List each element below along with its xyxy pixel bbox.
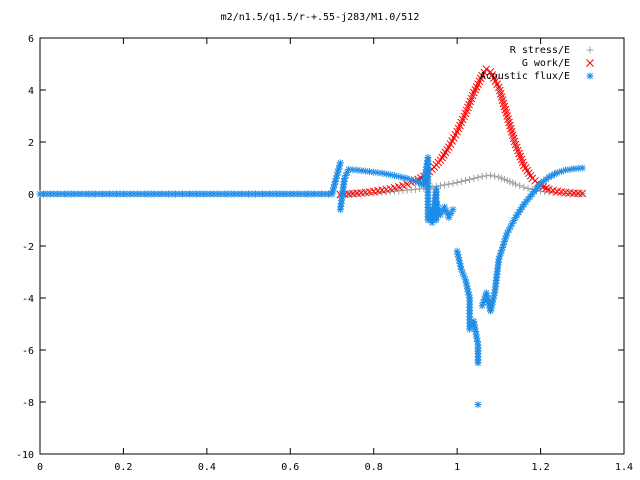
legend-marker [586, 46, 594, 54]
data-point [512, 180, 520, 188]
data-point [474, 173, 482, 181]
data-point [411, 185, 419, 193]
legend: R stress/E G work/E Acoustic flux/E [480, 45, 594, 82]
y-tick-label: -10 [16, 450, 34, 461]
data-point [466, 175, 474, 183]
y-tick-label: -4 [22, 294, 34, 305]
plot-frame [39, 37, 625, 455]
data-point [457, 178, 465, 186]
data-point [399, 181, 407, 190]
x-tick-label: 1.2 [532, 462, 550, 473]
data-point [470, 174, 478, 182]
data-point [578, 164, 586, 172]
data-point [336, 159, 344, 167]
x-tick-label: 1 [454, 462, 460, 473]
series-layer [36, 65, 587, 409]
data-point [520, 183, 528, 191]
data-point [470, 317, 478, 325]
data-point [386, 171, 394, 179]
data-point [566, 165, 574, 173]
x-tick-label: 0.4 [198, 462, 216, 473]
data-point [453, 179, 461, 187]
data-point [449, 206, 457, 214]
y-tick-label: 4 [28, 86, 34, 97]
data-point [441, 181, 449, 189]
y-tick-label: 2 [28, 138, 34, 149]
data-point [491, 172, 499, 180]
axes: 0 0.2 0.4 0.6 0.8 1 1.2 1.4 6 4 2 0 -2 -4 -6 -8 -10 [16, 34, 633, 473]
y-tick-label: -8 [22, 398, 34, 409]
x-tick-label: 0.2 [114, 462, 132, 473]
y-tick-label: -6 [22, 346, 34, 357]
data-point [474, 359, 482, 367]
data-point [445, 180, 453, 188]
data-point [482, 289, 490, 297]
x-tick-label: 0 [37, 462, 43, 473]
x-tick-label: 0.6 [281, 462, 299, 473]
data-point [482, 172, 490, 180]
data-point [461, 176, 469, 184]
legend-label: R stress/E [510, 45, 570, 56]
data-point [487, 171, 495, 179]
data-point [499, 243, 507, 251]
y-tick-label: 0 [28, 190, 34, 201]
legend-label: G work/E [522, 58, 570, 69]
legend-marker [586, 59, 594, 67]
y-tick-label: 6 [28, 34, 34, 45]
series-2 [36, 154, 586, 409]
legend-label: Acoustic flux/E [480, 71, 570, 82]
data-point [516, 182, 524, 190]
data-point [399, 173, 407, 181]
data-point [436, 182, 444, 190]
series-1 [336, 65, 587, 199]
y-tick-label: -2 [22, 242, 34, 253]
data-point [478, 172, 486, 180]
data-point [394, 182, 403, 191]
data-point [455, 253, 463, 261]
data-point [416, 185, 424, 193]
data-point [578, 189, 587, 198]
x-tick-label: 0.8 [365, 462, 383, 473]
legend-marker [586, 72, 594, 80]
data-point [449, 179, 457, 187]
chart-title: m2/n1.5/q1.5/r-+.55-j283/M1.0/512 [221, 12, 420, 23]
data-point [524, 184, 532, 192]
data-point [382, 170, 390, 178]
x-tick-label: 1.4 [615, 462, 633, 473]
data-point [474, 401, 482, 409]
